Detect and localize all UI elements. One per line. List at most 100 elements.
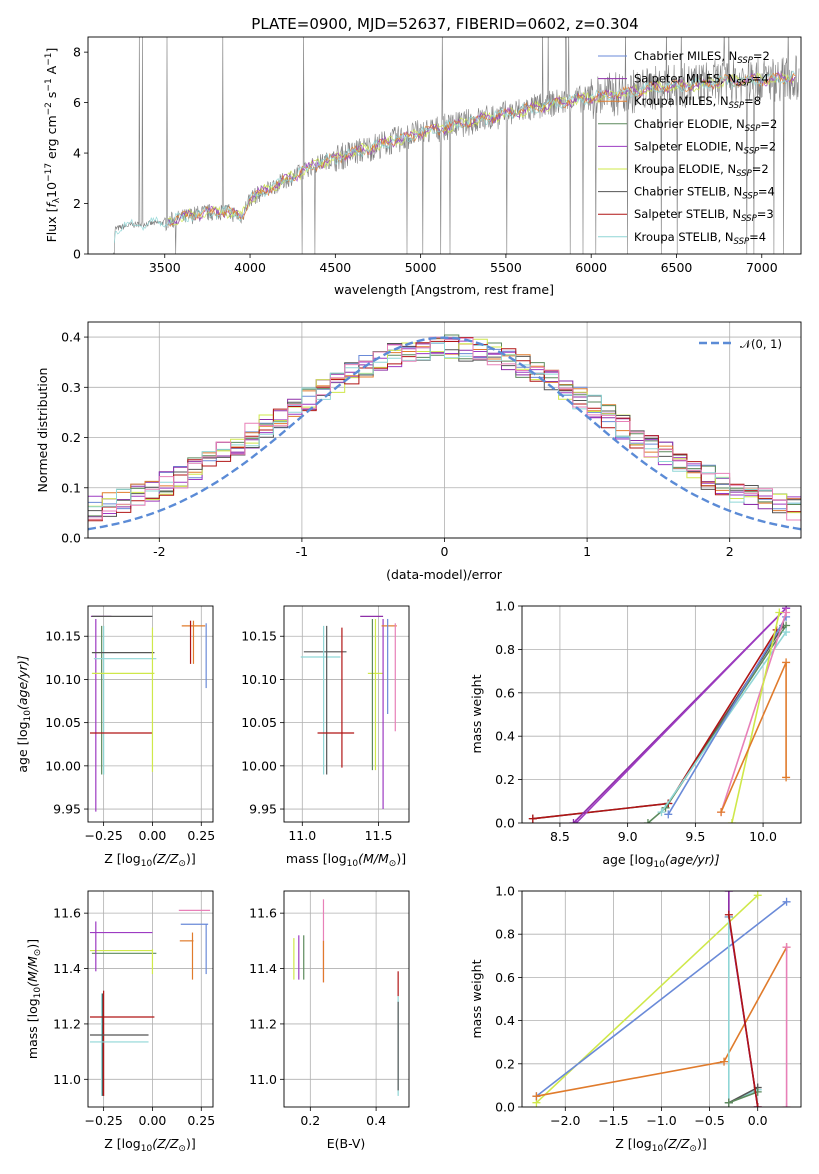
series-line xyxy=(720,612,787,813)
y-tick-label: 0.0 xyxy=(61,531,81,546)
plus-marker xyxy=(717,808,726,817)
x-tick-label: 2 xyxy=(726,544,734,559)
x-tick-label: 11.5 xyxy=(365,828,393,843)
y-axis-label: age [log10(age/yr)] xyxy=(15,655,33,772)
plus-marker xyxy=(643,819,652,823)
legend-entry: Chabrier MILES, NSSP=2 xyxy=(634,49,770,66)
x-tick-label: −1.0 xyxy=(646,1113,676,1128)
plus-marker xyxy=(572,819,581,823)
label-part: Kroupa ELODIE, N xyxy=(634,162,736,176)
series-line xyxy=(720,662,787,813)
plus-marker xyxy=(753,891,762,900)
y-axis-label: mass [log10(M/M⊙)] xyxy=(25,939,43,1059)
y-tick-label: 10.15 xyxy=(45,629,81,644)
y-tick-label: 11.6 xyxy=(249,906,277,921)
plot-area xyxy=(113,37,800,254)
y-tick-label: 10.15 xyxy=(241,629,277,644)
label-part: =4 xyxy=(758,185,775,199)
weight-vs-metallicity-panel: −2.0 −1.5 −1.0 −0.5 0.0 0.0 0.2 0.4 0.6 0.8 1.0 Z [… xyxy=(469,884,802,1154)
axes: −0.25 0.00 0.25 9.95 10.00 10.05 10.10 10.15 Z [… xyxy=(15,605,215,869)
x-tick-label: −2.0 xyxy=(550,1113,580,1128)
series-line xyxy=(728,1091,758,1104)
axes-frame xyxy=(87,605,214,823)
plus-marker xyxy=(782,897,791,906)
grid xyxy=(88,891,213,1107)
x-tick-label: 3500 xyxy=(149,260,181,275)
label-part: (Z/Z xyxy=(152,851,179,866)
label-part: 10 xyxy=(23,710,33,722)
x-axis-label: Z [log10(Z/Z⊙)] xyxy=(615,1136,706,1154)
x-tick-label: 9.0 xyxy=(618,829,638,844)
y-tick-label: 11.6 xyxy=(53,906,81,921)
plot-area xyxy=(89,909,211,1096)
plus-marker xyxy=(775,608,784,617)
label-part: Salpeter STELIB, N xyxy=(634,207,741,221)
plus-marker xyxy=(782,773,791,782)
grid xyxy=(522,605,801,824)
plus-marker xyxy=(569,819,578,823)
x-tick-label: 0.25 xyxy=(187,828,215,843)
grid xyxy=(88,606,213,822)
label-part: −17 xyxy=(44,163,54,182)
label-part: 10 xyxy=(141,859,153,869)
y-tick-label: 0.4 xyxy=(495,729,515,744)
plus-marker xyxy=(724,891,733,895)
x-tick-label: −0.25 xyxy=(84,1113,122,1128)
label-part: Z [log xyxy=(104,1136,140,1151)
label-part: =8 xyxy=(744,94,761,108)
label-part: ⊙ xyxy=(178,1144,186,1154)
label-part: age [log xyxy=(602,852,653,867)
axes: 0.2 0.4 11.0 11.2 11.4 11.6 E(B-V) xyxy=(249,890,410,1151)
axes: −2.0 −1.5 −1.0 −0.5 0.0 0.0 0.2 0.4 0.6 0.8 1.0 Z [… xyxy=(469,884,802,1154)
label-part: (age/yr)] xyxy=(665,852,720,867)
label-part: 10 xyxy=(347,859,359,869)
x-axis-label: Z [log10(Z/Z⊙)] xyxy=(104,851,195,869)
label-part: Kroupa STELIB, N xyxy=(634,230,734,244)
label-part: SSP xyxy=(737,56,753,66)
y-tick-label: 9.95 xyxy=(53,802,81,817)
plot-area xyxy=(88,334,801,531)
y-tick-label: 0.0 xyxy=(495,1100,515,1115)
age-vs-metallicity-panel: −0.25 0.00 0.25 9.95 10.00 10.05 10.10 10.15 Z [… xyxy=(15,605,215,869)
legend-entry: Kroupa MILES, NSSP=8 xyxy=(634,94,761,111)
x-tick-label: 5500 xyxy=(490,260,522,275)
label-part: Salpeter ELODIE, N xyxy=(634,139,744,153)
y-tick-label: 4 xyxy=(73,146,81,161)
label-part: =2 xyxy=(760,117,777,131)
x-tick-label: 1 xyxy=(583,544,591,559)
axes: 3500 4000 4500 5000 5500 6000 6500 7000 0 2 4 6 8 Flu… xyxy=(44,36,802,297)
legend-entry: Chabrier ELODIE, NSSP=2 xyxy=(634,117,777,134)
plus-marker xyxy=(720,1057,729,1066)
y-axis-label: mass weight xyxy=(469,674,484,753)
grid xyxy=(284,891,409,1107)
y-tick-label: 11.0 xyxy=(53,1072,81,1087)
y-tick-label: 2 xyxy=(73,196,81,211)
x-tick-label: 10.0 xyxy=(749,829,777,844)
axes: 11.0 11.5 9.95 10.00 10.05 10.10 10.15 mass [lo… xyxy=(241,605,410,869)
label-part: Kroupa MILES, N xyxy=(634,94,729,108)
plus-marker xyxy=(532,1092,541,1101)
y-tick-label: 6 xyxy=(73,95,81,110)
label-part: =3 xyxy=(757,207,774,221)
label-part: f xyxy=(44,202,59,208)
label-part: Salpeter MILES, N xyxy=(634,72,736,86)
figure-title: PLATE=0900, MJD=52637, FIBERID=0602, z=0… xyxy=(251,15,638,33)
axes-frame xyxy=(87,321,802,539)
y-axis-label: Normed distribution xyxy=(35,368,50,493)
y-tick-label: 10.00 xyxy=(241,758,277,773)
model-spectrum xyxy=(114,70,796,243)
y-tick-label: 0 xyxy=(73,247,81,262)
x-tick-label: 11.0 xyxy=(288,828,316,843)
x-tick-label: −0.25 xyxy=(84,828,122,843)
label-part: 10 xyxy=(652,1144,664,1154)
y-tick-label: 0.6 xyxy=(495,685,515,700)
label-part: ] xyxy=(44,48,59,53)
x-tick-label: −1.5 xyxy=(598,1113,628,1128)
label-part: (M/M xyxy=(25,956,40,987)
label-part: Chabrier ELODIE, N xyxy=(634,117,745,131)
plot-area xyxy=(528,606,791,823)
plus-marker xyxy=(657,808,666,817)
y-tick-label: 11.4 xyxy=(249,961,277,976)
